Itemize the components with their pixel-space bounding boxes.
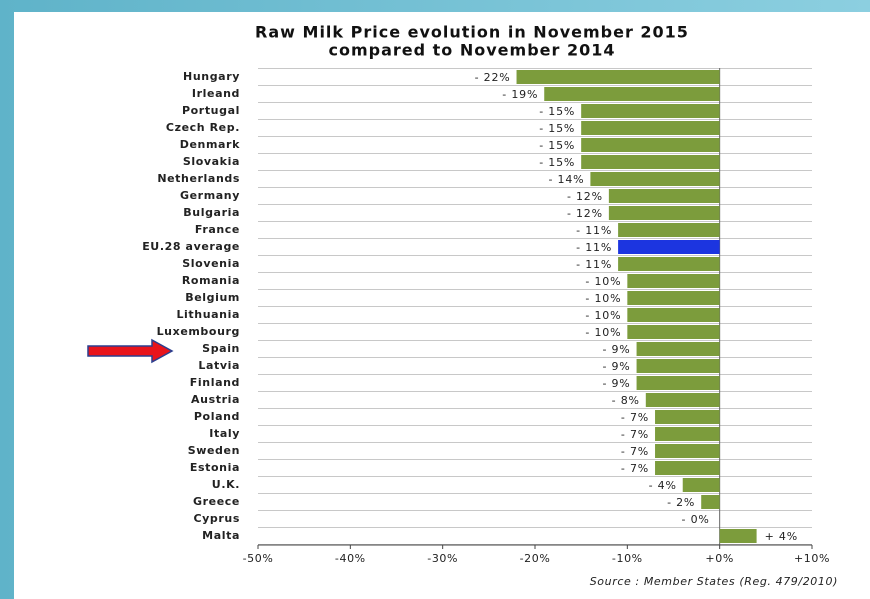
x-tick-label: -50% <box>243 552 274 565</box>
bar <box>581 104 720 118</box>
y-tick-label: Irleand <box>192 87 240 100</box>
y-tick-label: France <box>195 223 240 236</box>
value-label: - 7% <box>621 428 649 441</box>
bar <box>627 325 720 339</box>
value-label: - 22% <box>475 71 511 84</box>
y-tick-label: Malta <box>202 529 240 542</box>
y-tick-label: Luxembourg <box>157 325 240 338</box>
value-label: + 4% <box>765 530 798 543</box>
bar <box>636 376 720 390</box>
chart-subtitle: compared to November 2014 <box>328 41 615 60</box>
value-label: - 15% <box>539 105 575 118</box>
bar <box>682 478 720 492</box>
bar <box>618 223 720 237</box>
y-tick-label: Portugal <box>182 104 240 117</box>
y-tick-label: Hungary <box>183 70 240 83</box>
y-tick-label: Bulgaria <box>183 206 240 219</box>
bar <box>655 461 720 475</box>
panel <box>14 12 870 599</box>
bar <box>655 444 720 458</box>
bar <box>719 529 757 543</box>
y-tick-label: Poland <box>194 410 240 423</box>
bar <box>544 87 720 101</box>
bar <box>581 138 720 152</box>
x-tick-label: -10% <box>612 552 643 565</box>
y-tick-label: Latvia <box>198 359 240 372</box>
bar <box>516 70 720 84</box>
value-label: - 7% <box>621 462 649 475</box>
value-label: - 15% <box>539 156 575 169</box>
x-tick-label: +0% <box>705 552 733 565</box>
arrow <box>87 338 174 364</box>
value-label: - 12% <box>567 190 603 203</box>
value-label: - 2% <box>667 496 695 509</box>
value-label: - 7% <box>621 445 649 458</box>
value-label: - 12% <box>567 207 603 220</box>
value-label: - 14% <box>548 173 584 186</box>
x-tick-label: -20% <box>520 552 551 565</box>
value-label: - 9% <box>602 360 630 373</box>
bar <box>581 121 720 135</box>
value-label: - 11% <box>576 241 612 254</box>
value-label: - 8% <box>612 394 640 407</box>
y-tick-label: Romania <box>182 274 240 287</box>
value-label: - 10% <box>585 309 621 322</box>
bar <box>655 410 720 424</box>
value-label: - 7% <box>621 411 649 424</box>
value-label: - 10% <box>585 275 621 288</box>
y-tick-label: Germany <box>180 189 240 202</box>
y-tick-label: Slovakia <box>183 155 240 168</box>
y-tick-label: Czech Rep. <box>166 121 240 134</box>
y-tick-label: Netherlands <box>157 172 240 185</box>
y-tick-label: U.K. <box>212 478 240 491</box>
x-tick-label: -40% <box>335 552 366 565</box>
y-tick-label: Finland <box>190 376 240 389</box>
bar <box>636 342 720 356</box>
value-label: - 11% <box>576 224 612 237</box>
y-tick-label: Greece <box>193 495 240 508</box>
y-tick-label: Lithuania <box>176 308 240 321</box>
bar <box>701 495 720 509</box>
value-label: - 11% <box>576 258 612 271</box>
bar <box>608 189 720 203</box>
value-label: - 15% <box>539 122 575 135</box>
value-label: - 10% <box>585 326 621 339</box>
value-label: - 9% <box>602 343 630 356</box>
x-tick-label: -30% <box>427 552 458 565</box>
bar <box>618 240 720 254</box>
bar <box>608 206 720 220</box>
bar <box>627 274 720 288</box>
y-tick-label: Denmark <box>180 138 240 151</box>
bar <box>636 359 720 373</box>
y-tick-label: Italy <box>209 427 240 440</box>
chart-title: Raw Milk Price evolution in November 201… <box>255 23 689 42</box>
value-label: - 9% <box>602 377 630 390</box>
y-tick-label: Slovenia <box>182 257 240 270</box>
y-tick-label: Belgium <box>185 291 240 304</box>
y-tick-label: Cyprus <box>193 512 240 525</box>
value-label: - 15% <box>539 139 575 152</box>
y-tick-label: EU.28 average <box>142 240 240 253</box>
value-label: - 0% <box>682 513 710 526</box>
bar <box>618 257 720 271</box>
bar <box>627 308 720 322</box>
bar <box>581 155 720 169</box>
bar <box>645 393 720 407</box>
y-tick-label: Estonia <box>190 461 240 474</box>
y-tick-label: Austria <box>191 393 240 406</box>
value-label: - 4% <box>649 479 677 492</box>
x-tick-label: +10% <box>794 552 830 565</box>
y-tick-label: Spain <box>202 342 240 355</box>
value-label: - 10% <box>585 292 621 305</box>
y-tick-label: Sweden <box>188 444 240 457</box>
value-label: - 19% <box>502 88 538 101</box>
bar <box>590 172 720 186</box>
bar <box>627 291 720 305</box>
source: Source : Member States (Reg. 479/2010) <box>590 575 838 588</box>
bar <box>655 427 720 441</box>
